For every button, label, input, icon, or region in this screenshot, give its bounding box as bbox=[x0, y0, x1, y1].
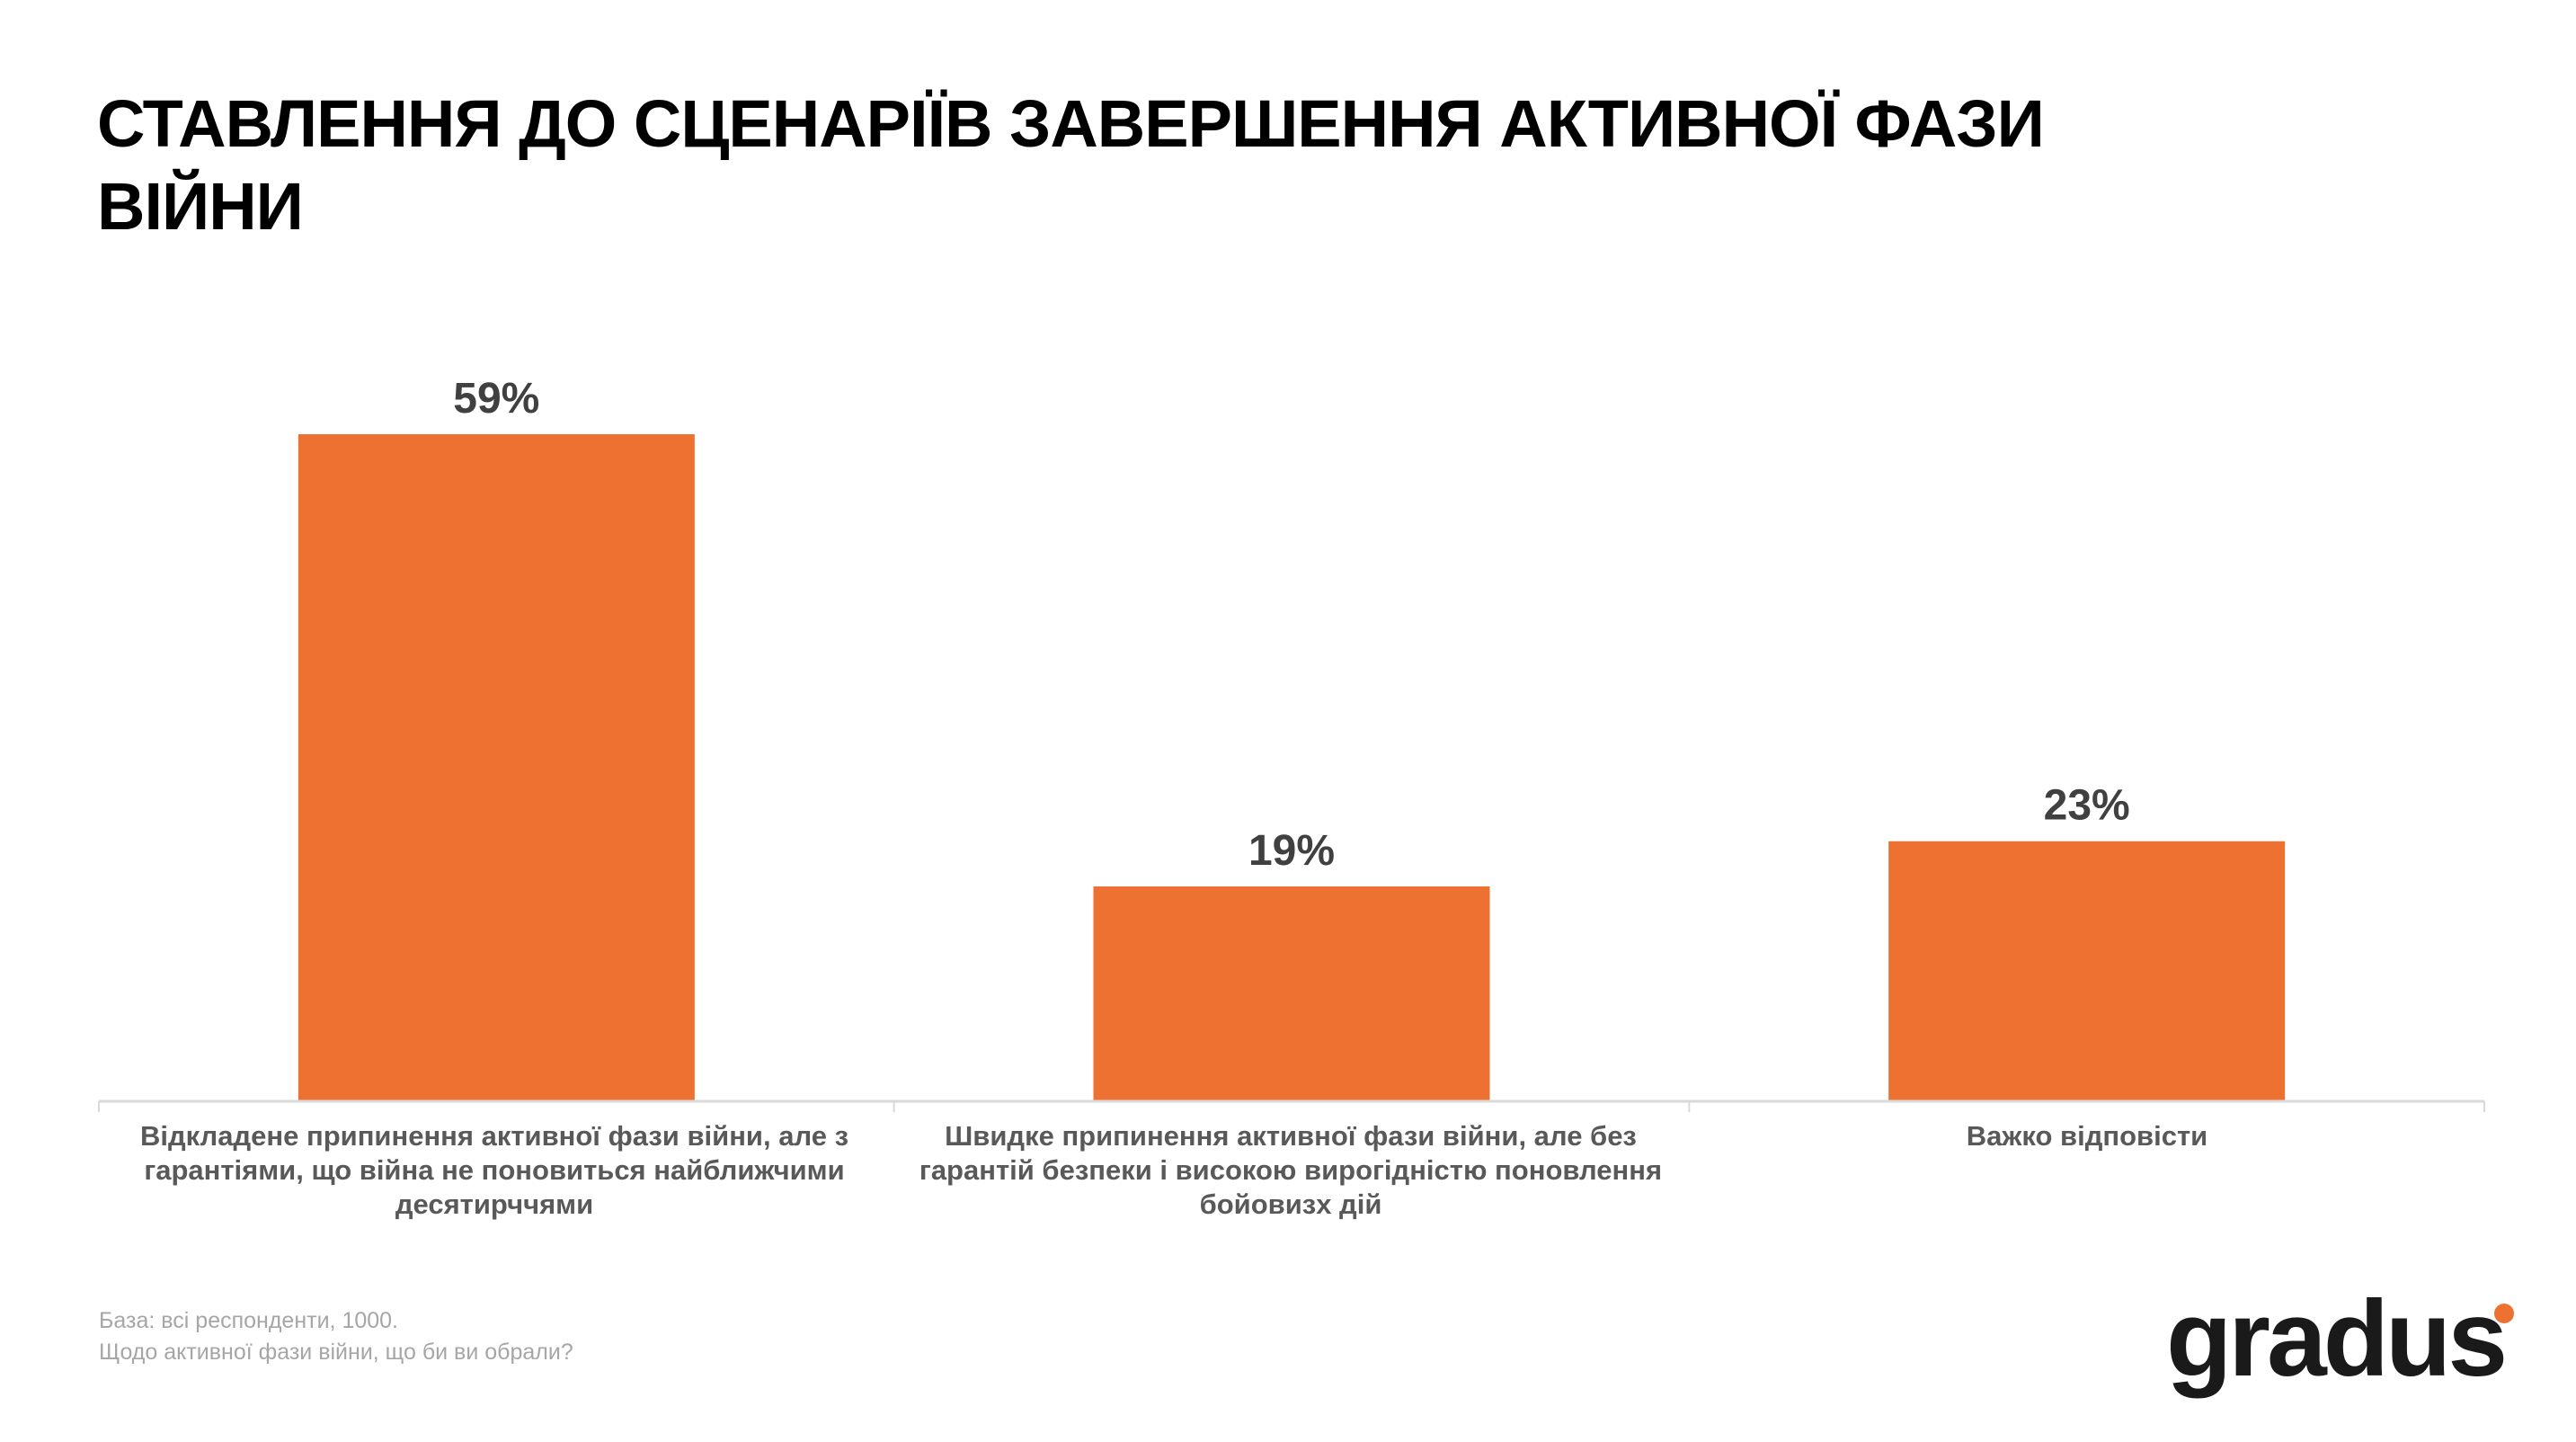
category-label-1: Відкладене припинення активної фази війн… bbox=[139, 1120, 848, 1220]
gradus-logo: gradus bbox=[2166, 1278, 2508, 1399]
category-label-2: Швидке припинення активної фази війни, а… bbox=[919, 1120, 1663, 1220]
data-label-2: 19% bbox=[1248, 827, 1335, 875]
bar-1 bbox=[298, 434, 695, 1101]
data-label-3: 23% bbox=[2044, 782, 2130, 830]
data-label-1: 59% bbox=[453, 375, 539, 423]
footer-question: Щодо активної фази війни, що би ви обрал… bbox=[99, 1340, 573, 1365]
logo-dot-icon bbox=[2494, 1304, 2514, 1323]
footer-base: База: всі респонденти, 1000. bbox=[99, 1308, 399, 1333]
chart-title: СТАВЛЕННЯ ДО СЦЕНАРІЇВ ЗАВЕРШЕННЯ АКТИВН… bbox=[97, 86, 2045, 244]
bar-3 bbox=[1888, 841, 2286, 1101]
category-label-3: Важко відповісти bbox=[1966, 1120, 2208, 1152]
bar-2 bbox=[1093, 886, 1490, 1101]
